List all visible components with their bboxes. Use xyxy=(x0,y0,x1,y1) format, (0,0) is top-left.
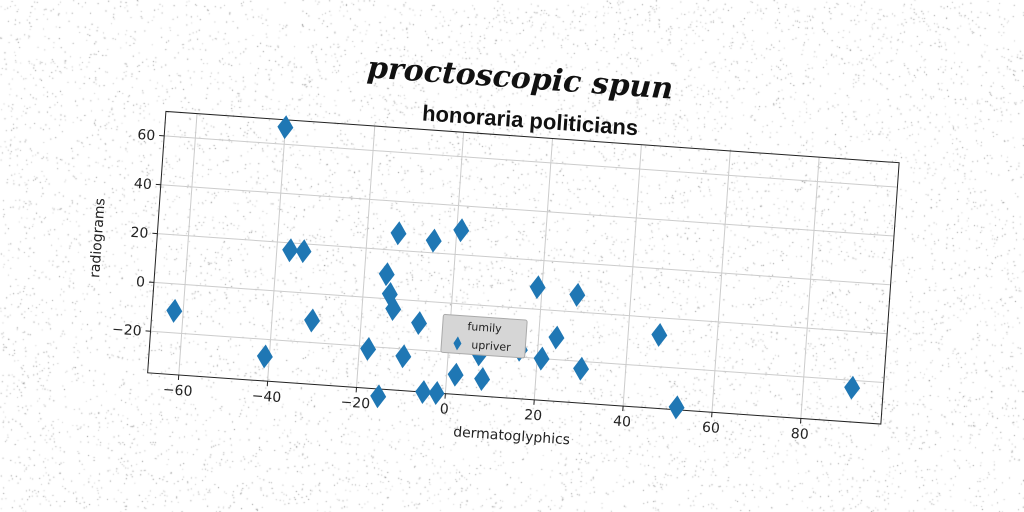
x-tick-label: 80 xyxy=(790,426,809,443)
data-point-upriver xyxy=(474,367,491,391)
data-point-upriver xyxy=(256,344,273,369)
x-gridline xyxy=(800,157,820,419)
data-point-upriver xyxy=(277,115,294,140)
data-point-upriver xyxy=(447,362,464,387)
x-tick-label: −40 xyxy=(251,388,282,406)
x-tick-label: −20 xyxy=(340,394,371,412)
x-tick-label: 20 xyxy=(524,407,543,424)
data-point-upriver xyxy=(453,218,470,243)
data-point-upriver xyxy=(425,228,442,253)
y-gridline xyxy=(164,135,898,188)
grid xyxy=(150,113,898,419)
data-point-upriver xyxy=(573,356,590,381)
data-point-upriver xyxy=(390,221,407,246)
data-point-upriver xyxy=(668,395,685,420)
data-point-upriver xyxy=(415,380,432,405)
data-point-upriver xyxy=(529,275,546,300)
x-tick-label: 40 xyxy=(613,413,632,430)
data-point-upriver xyxy=(395,344,412,369)
data-point-upriver xyxy=(651,322,668,347)
data-point-upriver xyxy=(166,298,183,323)
data-point-upriver xyxy=(360,336,377,361)
x-axis-label: dermatoglyphics xyxy=(453,424,571,448)
y-gridline xyxy=(160,184,895,237)
axes-frame xyxy=(147,110,900,425)
data-point-upriver xyxy=(411,311,428,336)
data-point-upriver xyxy=(428,381,445,405)
legend-title: fumily xyxy=(467,320,502,335)
data-point-upriver xyxy=(533,346,550,371)
data-point-upriver xyxy=(295,239,312,264)
x-gridline xyxy=(267,119,287,382)
data-point-upriver xyxy=(844,375,861,400)
y-tick-label: 0 xyxy=(135,274,145,291)
chart-title: honoraria politicians xyxy=(421,100,639,140)
data-point-upriver xyxy=(378,262,395,287)
x-gridline xyxy=(711,150,731,413)
y-tick-label: 40 xyxy=(133,176,152,193)
y-tick-label: 60 xyxy=(137,127,156,144)
y-tick-label: 20 xyxy=(130,225,149,242)
legend-box xyxy=(440,313,528,359)
figure-suptitle: proctoscopic spun xyxy=(366,50,674,106)
legend-marker-upriver xyxy=(453,336,462,351)
x-gridline xyxy=(355,126,376,388)
x-gridline xyxy=(178,113,198,376)
x-gridline xyxy=(622,144,642,407)
y-axis-label: radiograms xyxy=(87,198,109,279)
legend: fumily upriver xyxy=(440,313,528,359)
y-gridline xyxy=(157,233,891,286)
x-tick-label: −60 xyxy=(162,382,193,400)
y-gridline xyxy=(153,281,888,335)
x-tick-label: 60 xyxy=(701,420,720,437)
data-point-upriver xyxy=(548,325,565,350)
x-tick-label: 0 xyxy=(439,401,449,418)
data-point-upriver xyxy=(370,384,387,409)
x-gridline xyxy=(444,132,465,394)
data-point-upriver xyxy=(304,308,321,333)
ticks: −60 −40 −20 0 20 40 60 80 −20 0 20 40 60 xyxy=(111,127,809,443)
scatter-plot: honoraria politicians −60 −40 −20 0 20 40 60 80… xyxy=(87,100,900,448)
data-point-upriver xyxy=(381,282,398,306)
data-point-upriver xyxy=(569,282,586,307)
y-tick-label: −20 xyxy=(111,322,142,340)
legend-label-upriver: upriver xyxy=(471,338,512,354)
data-point-upriver xyxy=(282,238,299,263)
data-point-upriver xyxy=(385,297,402,321)
